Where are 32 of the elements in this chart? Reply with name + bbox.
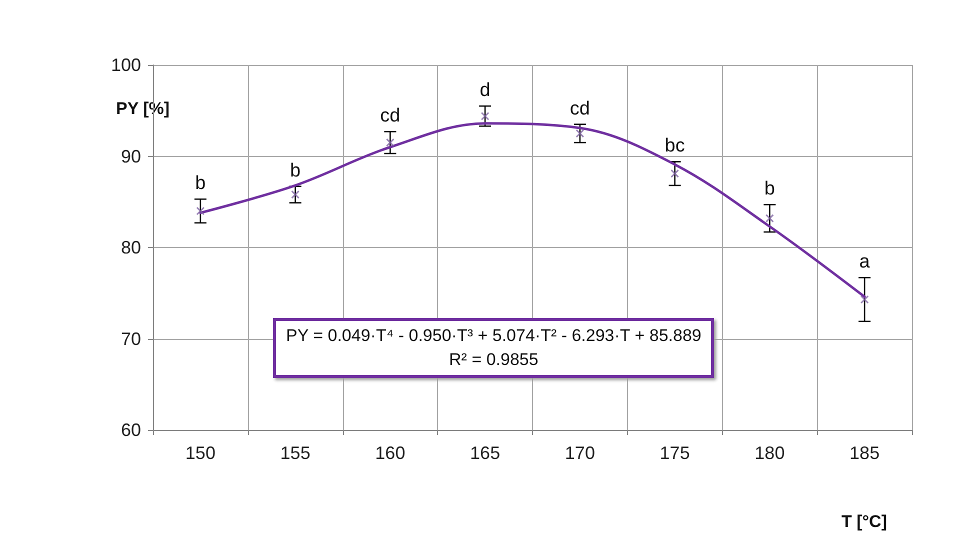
y-tick-label: 90 bbox=[120, 146, 141, 166]
x-tick-label: 175 bbox=[660, 443, 690, 463]
y-tick-label: 60 bbox=[120, 420, 141, 440]
point bbox=[765, 214, 774, 223]
point bbox=[196, 206, 205, 216]
y-tick-label: 80 bbox=[120, 238, 141, 258]
annotation: d bbox=[480, 80, 490, 102]
y-tick-label: 70 bbox=[120, 328, 141, 349]
x-tick-label: 165 bbox=[470, 443, 500, 463]
x-tick-label: 150 bbox=[185, 443, 216, 463]
annotation: b bbox=[290, 160, 301, 182]
point bbox=[576, 129, 584, 138]
annotation: PY = 0.049·T⁴ - 0.950·T³ + 5.074·T² - 6.293·T + 85.889 bbox=[286, 325, 702, 347]
x-axis-title: T [°C] bbox=[841, 512, 888, 531]
annotation: b bbox=[195, 173, 206, 194]
point bbox=[291, 190, 300, 199]
annotation: b bbox=[764, 178, 775, 200]
x-tick-label: 185 bbox=[850, 443, 880, 463]
x-tick-label: 155 bbox=[280, 443, 310, 463]
annotation: R² = 0.9855 bbox=[448, 349, 540, 371]
point bbox=[386, 138, 394, 147]
annotation: bc bbox=[664, 136, 685, 157]
point bbox=[480, 112, 490, 120]
annotation: cd bbox=[380, 106, 400, 127]
annotation: a bbox=[859, 252, 870, 273]
annotation: cd bbox=[570, 98, 590, 120]
y-tick-label: 100 bbox=[110, 55, 141, 75]
x-tick-label: 170 bbox=[564, 443, 595, 463]
x-tick-label: 180 bbox=[754, 443, 785, 463]
point bbox=[860, 295, 869, 304]
x-tick-label: 160 bbox=[375, 443, 406, 463]
point bbox=[670, 169, 680, 178]
